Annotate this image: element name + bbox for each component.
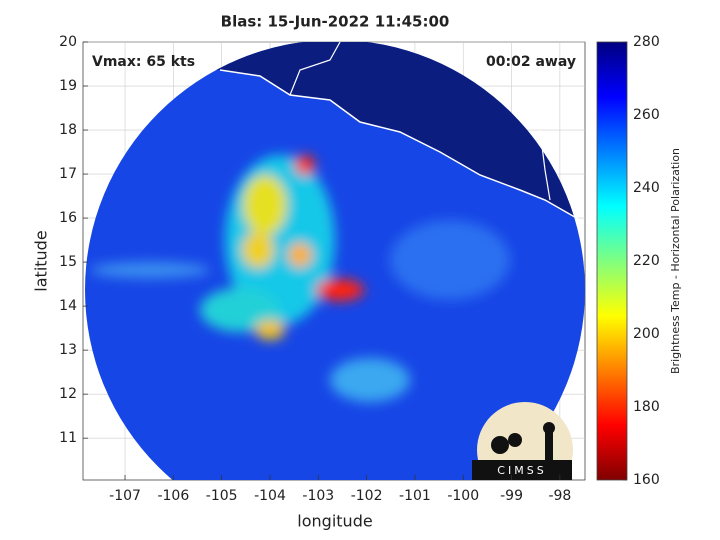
y-tick-label: 11 [59, 430, 77, 446]
colorbar-tick-label: 280 [633, 34, 660, 50]
y-tick-label: 13 [59, 342, 77, 358]
y-tick-label: 16 [59, 210, 77, 226]
colorbar-tick-label: 200 [633, 326, 660, 342]
colorbar-tick-label: 180 [633, 399, 660, 415]
time-away-label: 00:02 away [486, 54, 576, 70]
x-tick-label: -98 [548, 488, 571, 504]
y-tick-label: 14 [59, 298, 77, 314]
colorbar-tick-label: 240 [633, 180, 660, 196]
y-tick-label: 19 [59, 78, 77, 94]
x-axis-label: longitude [297, 512, 372, 531]
y-tick-label: 20 [59, 34, 77, 50]
vmax-label: Vmax: 65 kts [92, 54, 195, 70]
map-title: Blas: 15-Jun-2022 11:45:00 [221, 13, 450, 31]
colorbar-tick-label: 160 [633, 472, 660, 488]
y-tick-label: 17 [59, 166, 77, 182]
x-tick-label: -103 [302, 488, 334, 504]
satellite-image: CIMSS [85, 42, 585, 480]
logo-text: CIMSS [497, 464, 546, 477]
x-tick-label: -105 [206, 488, 238, 504]
colorbar-tick-label: 260 [633, 107, 660, 123]
x-tick-label: -102 [351, 488, 383, 504]
y-tick-label: 18 [59, 122, 77, 138]
y-tick-label: 12 [59, 386, 77, 402]
y-axis-label: latitude [32, 230, 51, 291]
cimss-logo: CIMSS [472, 402, 573, 480]
x-tick-label: -107 [109, 488, 141, 504]
colorbar-label: Brightness Temp - Horizontal Polarizatio… [669, 148, 682, 374]
x-tick-label: -100 [447, 488, 479, 504]
colorbar-tick-label: 220 [633, 253, 660, 269]
x-tick-label: -99 [500, 488, 523, 504]
x-tick-label: -101 [399, 488, 431, 504]
colorbar [596, 41, 628, 481]
x-tick-label: -106 [157, 488, 189, 504]
y-tick-label: 15 [59, 254, 77, 270]
x-tick-label: -104 [254, 488, 286, 504]
